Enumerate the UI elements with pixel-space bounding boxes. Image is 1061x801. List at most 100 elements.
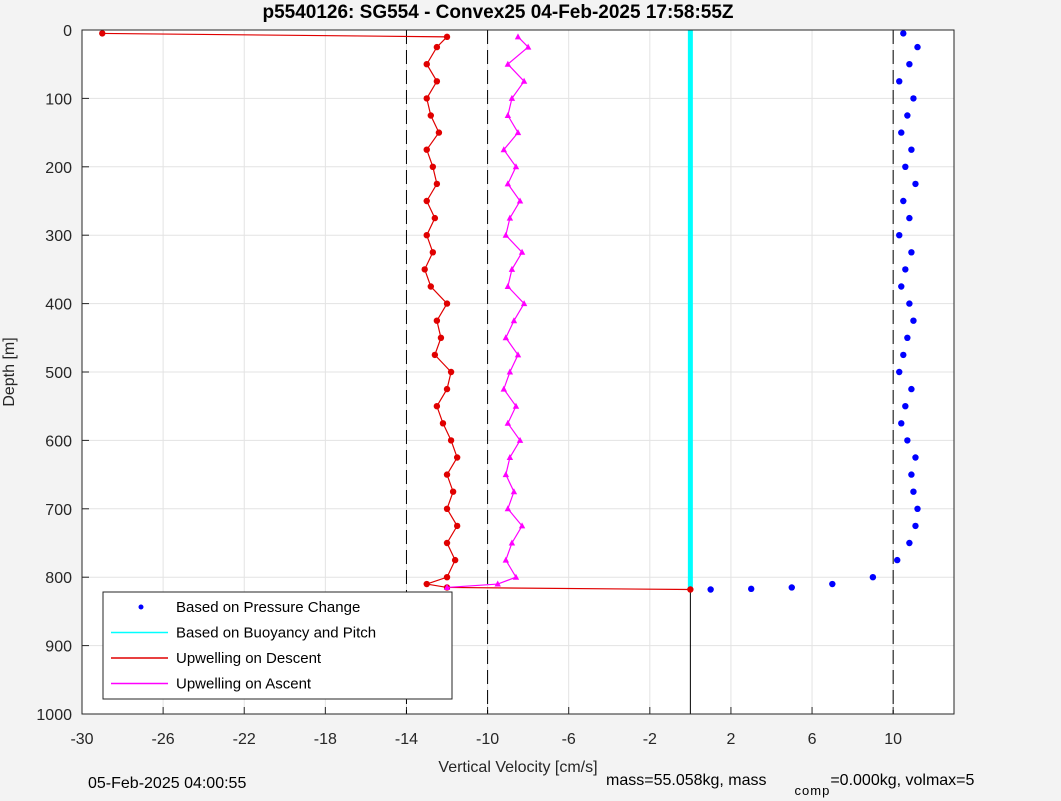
data-point — [910, 488, 917, 495]
data-point — [437, 334, 445, 341]
data-point — [504, 283, 512, 289]
legend: Based on Pressure Change Based on Buoyanc… — [102, 591, 453, 700]
data-point — [908, 249, 915, 256]
data-point — [504, 112, 512, 118]
data-point — [520, 77, 528, 84]
y-tick-label: 600 — [45, 433, 72, 450]
series-ascent — [443, 33, 532, 590]
data-point — [433, 43, 441, 51]
data-point — [518, 248, 526, 255]
x-tick-label: -18 — [314, 731, 337, 748]
data-point — [906, 300, 913, 307]
data-point — [423, 60, 430, 68]
data-point — [914, 505, 921, 512]
data-point — [902, 163, 909, 170]
data-point — [443, 471, 451, 478]
x-tick-label: -22 — [233, 731, 256, 748]
chart-title: p5540126: SG554 - Convex25 04-Feb-2025 1… — [262, 2, 733, 23]
data-point — [435, 129, 443, 136]
x-tick-labels: -30 -26 -22 -18 -14 -10 -6 -2 2 6 10 — [70, 731, 902, 748]
data-point — [514, 351, 522, 358]
data-point — [512, 402, 520, 409]
data-point — [427, 112, 434, 119]
data-point — [506, 454, 514, 460]
data-point — [508, 265, 516, 272]
data-point — [423, 95, 430, 102]
data-point — [900, 197, 907, 205]
data-point — [902, 403, 909, 410]
data-point — [502, 231, 510, 238]
data-point — [504, 419, 512, 426]
y-tick-label: 900 — [45, 639, 72, 656]
data-point — [900, 30, 907, 37]
data-point — [423, 197, 430, 205]
data-point — [449, 488, 457, 495]
data-point — [914, 43, 921, 51]
legend-box — [102, 591, 453, 700]
data-point — [500, 146, 508, 153]
data-point — [443, 505, 451, 512]
data-point — [510, 488, 518, 495]
data-point — [508, 94, 516, 101]
data-point — [904, 437, 911, 444]
data-point — [433, 403, 441, 410]
data-point — [902, 266, 909, 273]
data-point — [900, 351, 907, 359]
data-point — [910, 317, 917, 324]
data-point — [99, 30, 106, 37]
data-point — [431, 214, 439, 222]
data-point — [908, 471, 915, 478]
x-tick-label: -26 — [152, 731, 175, 748]
legend-marker — [138, 604, 144, 610]
data-point — [423, 146, 430, 153]
data-point — [433, 317, 441, 324]
data-point — [707, 586, 714, 593]
footer-mass-text: mass=55.058kg, mass — [606, 772, 767, 789]
data-point — [429, 163, 437, 170]
data-point — [512, 573, 520, 580]
data-point — [904, 334, 911, 341]
data-point — [443, 300, 451, 307]
data-point — [910, 95, 917, 102]
y-tick-label: 300 — [45, 228, 72, 245]
legend-entry: Upwelling on Ascent — [176, 676, 312, 693]
y-tick-label: 100 — [45, 91, 72, 108]
data-point — [518, 522, 526, 529]
data-point — [906, 60, 913, 68]
data-point — [788, 584, 795, 591]
x-tick-label: -30 — [70, 731, 93, 748]
data-point — [427, 283, 434, 290]
x-axis-label: Vertical Velocity [cm/s] — [438, 759, 597, 776]
y-tick-label: 800 — [45, 570, 72, 587]
series-pressure — [707, 30, 921, 593]
data-point — [514, 33, 522, 40]
data-point — [912, 180, 919, 188]
data-point — [504, 180, 512, 187]
x-tick-label: 10 — [884, 731, 902, 748]
data-point — [429, 249, 437, 256]
data-point — [908, 385, 915, 393]
y-tick-label: 400 — [45, 297, 72, 314]
data-point — [510, 317, 518, 324]
footer-mass: mass=55.058kg, mass comp=0.000kg, volmax=… — [606, 772, 975, 798]
footer-mass-rest: =0.000kg, volmax=5 — [830, 772, 975, 789]
data-point — [443, 385, 451, 393]
data-point — [898, 420, 905, 427]
data-point — [896, 78, 903, 85]
x-tick-label: -14 — [395, 731, 418, 748]
data-point — [500, 385, 508, 392]
x-tick-label: -2 — [643, 731, 657, 748]
y-tick-label: 500 — [45, 365, 72, 382]
y-tick-label: 1000 — [36, 707, 72, 724]
data-point — [904, 112, 911, 119]
data-point — [516, 197, 524, 204]
data-point — [453, 522, 461, 530]
x-tick-label: -10 — [476, 731, 499, 748]
data-point — [439, 420, 447, 427]
data-point — [896, 232, 903, 239]
data-point — [506, 368, 514, 375]
x-tick-label: -6 — [562, 731, 576, 748]
data-point — [908, 146, 915, 153]
data-point — [512, 163, 520, 170]
data-point — [494, 580, 501, 587]
